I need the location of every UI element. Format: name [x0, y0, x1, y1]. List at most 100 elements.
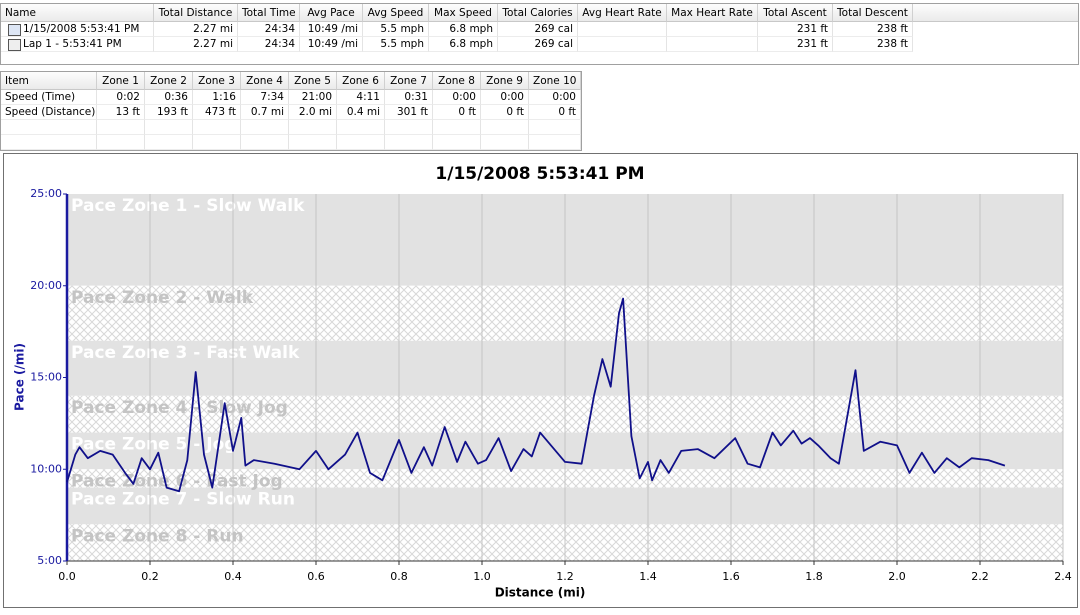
table-cell: [289, 135, 337, 150]
table-cell: 473 ft: [193, 105, 241, 120]
chart-title: 1/15/2008 5:53:41 PM: [435, 164, 644, 184]
column-header: Total Descent: [833, 4, 913, 22]
table-cell: 238 ft: [833, 37, 913, 52]
x-tick-label: 0.0: [58, 570, 76, 583]
table-cell: 0:00: [529, 90, 581, 105]
x-tick-label: 1.0: [473, 570, 491, 583]
chart-panel: Pace Zone 1 - Slow Walk Pace Zone 2 - Wal…: [3, 153, 1078, 608]
column-header: Zone 7: [385, 72, 433, 90]
x-tick-label: 0.4: [224, 570, 242, 583]
table-cell: [1, 120, 97, 135]
column-header: Zone 2: [145, 72, 193, 90]
table-cell: 24:34: [238, 22, 300, 37]
table-cell: [337, 120, 385, 135]
x-tick-label: 1.6: [722, 570, 740, 583]
table-cell: [97, 120, 145, 135]
y-tick-label: 10:00: [30, 462, 62, 475]
zone-label: Pace Zone 7 - Slow Run: [71, 490, 295, 510]
x-tick-label: 1.8: [805, 570, 823, 583]
table-cell: 231 ft: [758, 22, 833, 37]
row-icon: [8, 39, 21, 51]
column-header: Total Calories: [498, 4, 578, 22]
table-cell: 24:34: [238, 37, 300, 52]
x-tick-label: 0.8: [390, 570, 408, 583]
table-cell: [385, 120, 433, 135]
table-cell: [433, 135, 481, 150]
y-tick-label: 20:00: [30, 279, 62, 292]
column-header: Total Distance: [154, 4, 238, 22]
table-cell: 2.0 mi: [289, 105, 337, 120]
row-icon: [8, 24, 21, 36]
table-cell: 0:36: [145, 90, 193, 105]
table-cell: 1:16: [193, 90, 241, 105]
table-cell: 0:00: [481, 90, 529, 105]
table-cell: 6.8 mph: [429, 22, 498, 37]
column-header: [581, 72, 582, 90]
table-cell: 10:49 /mi: [300, 22, 363, 37]
zone-label: Pace Zone 4 - Slow Jog: [71, 398, 288, 418]
table-cell: [433, 120, 481, 135]
table-cell: 269 cal: [498, 22, 578, 37]
table-cell: [337, 135, 385, 150]
table-cell: [145, 120, 193, 135]
column-header: Total Ascent: [758, 4, 833, 22]
table-cell: 0 ft: [481, 105, 529, 120]
table-cell: 21:00: [289, 90, 337, 105]
table-cell: 10:49 /mi: [300, 37, 363, 52]
table-cell: [145, 135, 193, 150]
table-cell: 0:02: [97, 90, 145, 105]
column-header: Zone 9: [481, 72, 529, 90]
table-cell: [193, 120, 241, 135]
x-tick-label: 2.0: [888, 570, 906, 583]
y-axis-label: Pace (/mi): [13, 343, 27, 411]
table-cell: [97, 135, 145, 150]
zone-label: Pace Zone 6 - Fast Jog: [71, 471, 283, 491]
table-cell: 13 ft: [97, 105, 145, 120]
table-cell: 6.8 mph: [429, 37, 498, 52]
table-cell: 2.27 mi: [154, 22, 238, 37]
table-cell: [193, 135, 241, 150]
table-cell: 231 ft: [758, 37, 833, 52]
column-header: Name: [1, 4, 154, 22]
column-header: Zone 3: [193, 72, 241, 90]
table-cell: 0 ft: [433, 105, 481, 120]
x-axis-label: Distance (mi): [495, 586, 586, 600]
column-header: Avg Speed: [363, 4, 429, 22]
zone-label: Pace Zone 8 - Run: [71, 526, 244, 546]
zone-table: Item Zone 1 Zone 2 Zone 3 Zone 4 Zone 5 Zone 6…: [0, 71, 582, 151]
table-cell: 0:31: [385, 90, 433, 105]
table-cell: [385, 135, 433, 150]
zone-label: Pace Zone 5 - Jog: [71, 435, 236, 455]
column-header: Avg Heart Rate: [578, 4, 667, 22]
table-cell: [481, 120, 529, 135]
table-cell: 193 ft: [145, 105, 193, 120]
x-tick-label: 2.2: [971, 570, 989, 583]
table-cell: 7:34: [241, 90, 289, 105]
column-header: Zone 8: [433, 72, 481, 90]
table-cell: 269 cal: [498, 37, 578, 52]
table-cell: [289, 120, 337, 135]
column-header: [913, 4, 1078, 22]
table-cell: 2.27 mi: [154, 37, 238, 52]
column-header: Zone 4: [241, 72, 289, 90]
zone-label: Pace Zone 2 - Walk: [71, 288, 254, 308]
x-tick-label: 2.4: [1054, 570, 1072, 583]
x-tick-label: 0.6: [307, 570, 325, 583]
table-cell: 301 ft: [385, 105, 433, 120]
table-cell: 238 ft: [833, 22, 913, 37]
table-cell: [578, 37, 667, 52]
table-cell: [1, 135, 97, 150]
table-cell: 4:11: [337, 90, 385, 105]
pace-line: [66, 297, 1006, 493]
chart: Pace Zone 1 - Slow Walk Pace Zone 2 - Wal…: [13, 164, 1072, 600]
y-tick-label: 15:00: [30, 371, 62, 384]
column-header: Zone 5: [289, 72, 337, 90]
column-header: Max Speed: [429, 4, 498, 22]
table-cell: Lap 1 - 5:53:41 PM: [1, 37, 154, 52]
table-cell: [241, 120, 289, 135]
table-cell: Speed (Time): [1, 90, 97, 105]
table-cell: [667, 22, 758, 37]
table-cell: [529, 135, 581, 150]
table-cell: [241, 135, 289, 150]
